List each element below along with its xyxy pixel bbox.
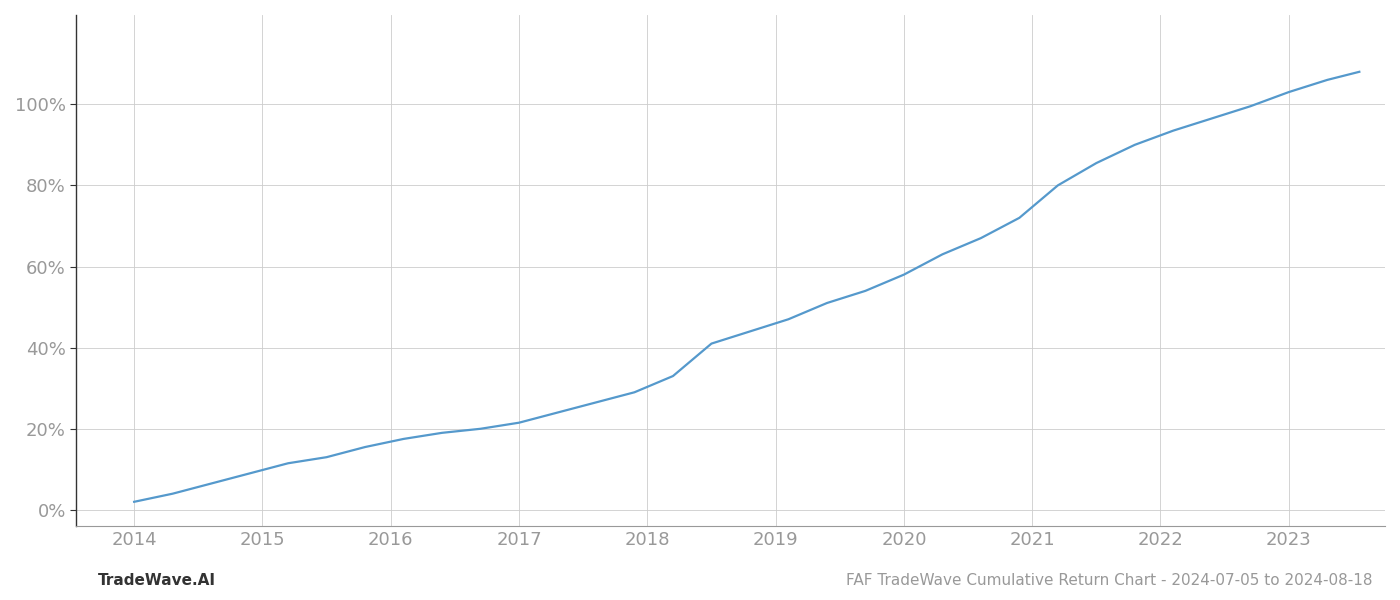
Text: TradeWave.AI: TradeWave.AI	[98, 573, 216, 588]
Text: FAF TradeWave Cumulative Return Chart - 2024-07-05 to 2024-08-18: FAF TradeWave Cumulative Return Chart - …	[846, 573, 1372, 588]
